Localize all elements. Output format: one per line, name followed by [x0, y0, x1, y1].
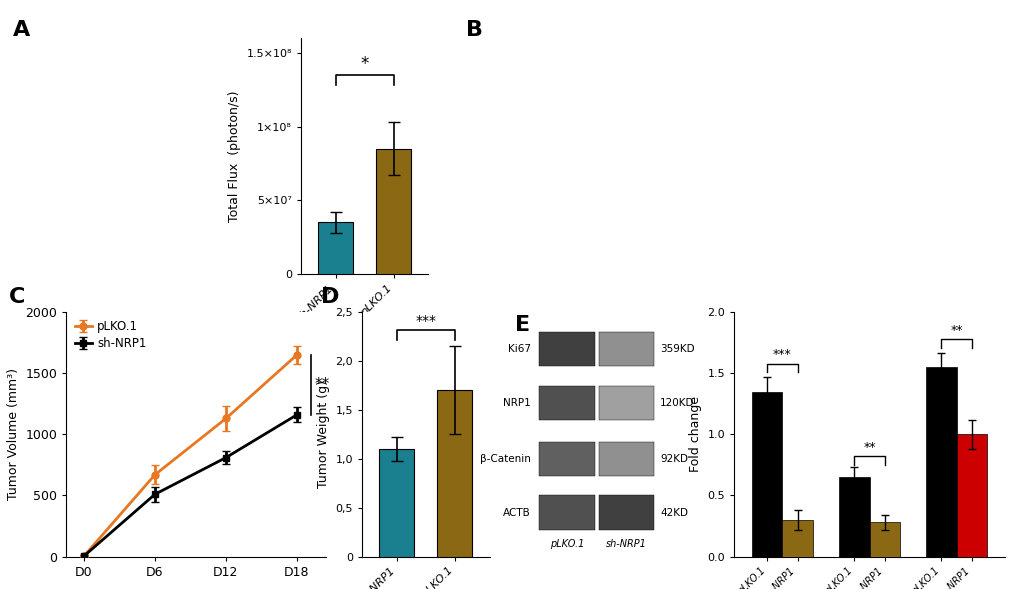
- Text: 120KD: 120KD: [659, 398, 694, 408]
- Text: Ki67: Ki67: [507, 344, 531, 354]
- Text: β-Catenin: β-Catenin: [480, 454, 531, 464]
- Y-axis label: Total Flux  (photon/s): Total Flux (photon/s): [227, 90, 240, 222]
- Bar: [869, 522, 899, 557]
- Y-axis label: Tumor Volume (mm³): Tumor Volume (mm³): [7, 368, 19, 501]
- Bar: [782, 520, 812, 557]
- Bar: [598, 332, 654, 366]
- Text: ***: ***: [772, 348, 791, 361]
- Bar: [598, 495, 654, 530]
- Text: B: B: [466, 21, 483, 41]
- Text: sh-NRP1: sh-NRP1: [605, 539, 646, 549]
- Text: 42KD: 42KD: [659, 508, 688, 518]
- Bar: [956, 435, 986, 557]
- Text: NRP1: NRP1: [502, 398, 531, 408]
- Text: 359KD: 359KD: [659, 344, 694, 354]
- Bar: [925, 367, 956, 557]
- Bar: [538, 495, 594, 530]
- Text: D: D: [321, 287, 339, 307]
- Text: ***: ***: [415, 314, 436, 328]
- Text: 92KD: 92KD: [659, 454, 688, 464]
- Text: pLKO.1: pLKO.1: [549, 539, 584, 549]
- Text: **: **: [950, 323, 962, 337]
- Bar: [538, 332, 594, 366]
- Bar: [598, 386, 654, 420]
- Bar: [598, 442, 654, 476]
- Bar: [318, 222, 353, 274]
- Y-axis label: Tumor Weight (g): Tumor Weight (g): [317, 380, 329, 488]
- Y-axis label: Fold change: Fold change: [689, 396, 701, 472]
- Bar: [437, 391, 472, 557]
- Bar: [376, 148, 411, 274]
- Text: C: C: [9, 287, 25, 307]
- Bar: [379, 449, 414, 557]
- Text: **: **: [314, 378, 329, 392]
- Text: ACTB: ACTB: [502, 508, 531, 518]
- Bar: [751, 392, 782, 557]
- Bar: [538, 386, 594, 420]
- Text: *: *: [360, 55, 369, 73]
- Bar: [839, 477, 868, 557]
- Text: A: A: [13, 21, 31, 41]
- Bar: [538, 442, 594, 476]
- Text: E: E: [515, 315, 530, 335]
- Text: **: **: [862, 441, 875, 454]
- Legend: pLKO.1, sh-NRP1: pLKO.1, sh-NRP1: [72, 318, 149, 352]
